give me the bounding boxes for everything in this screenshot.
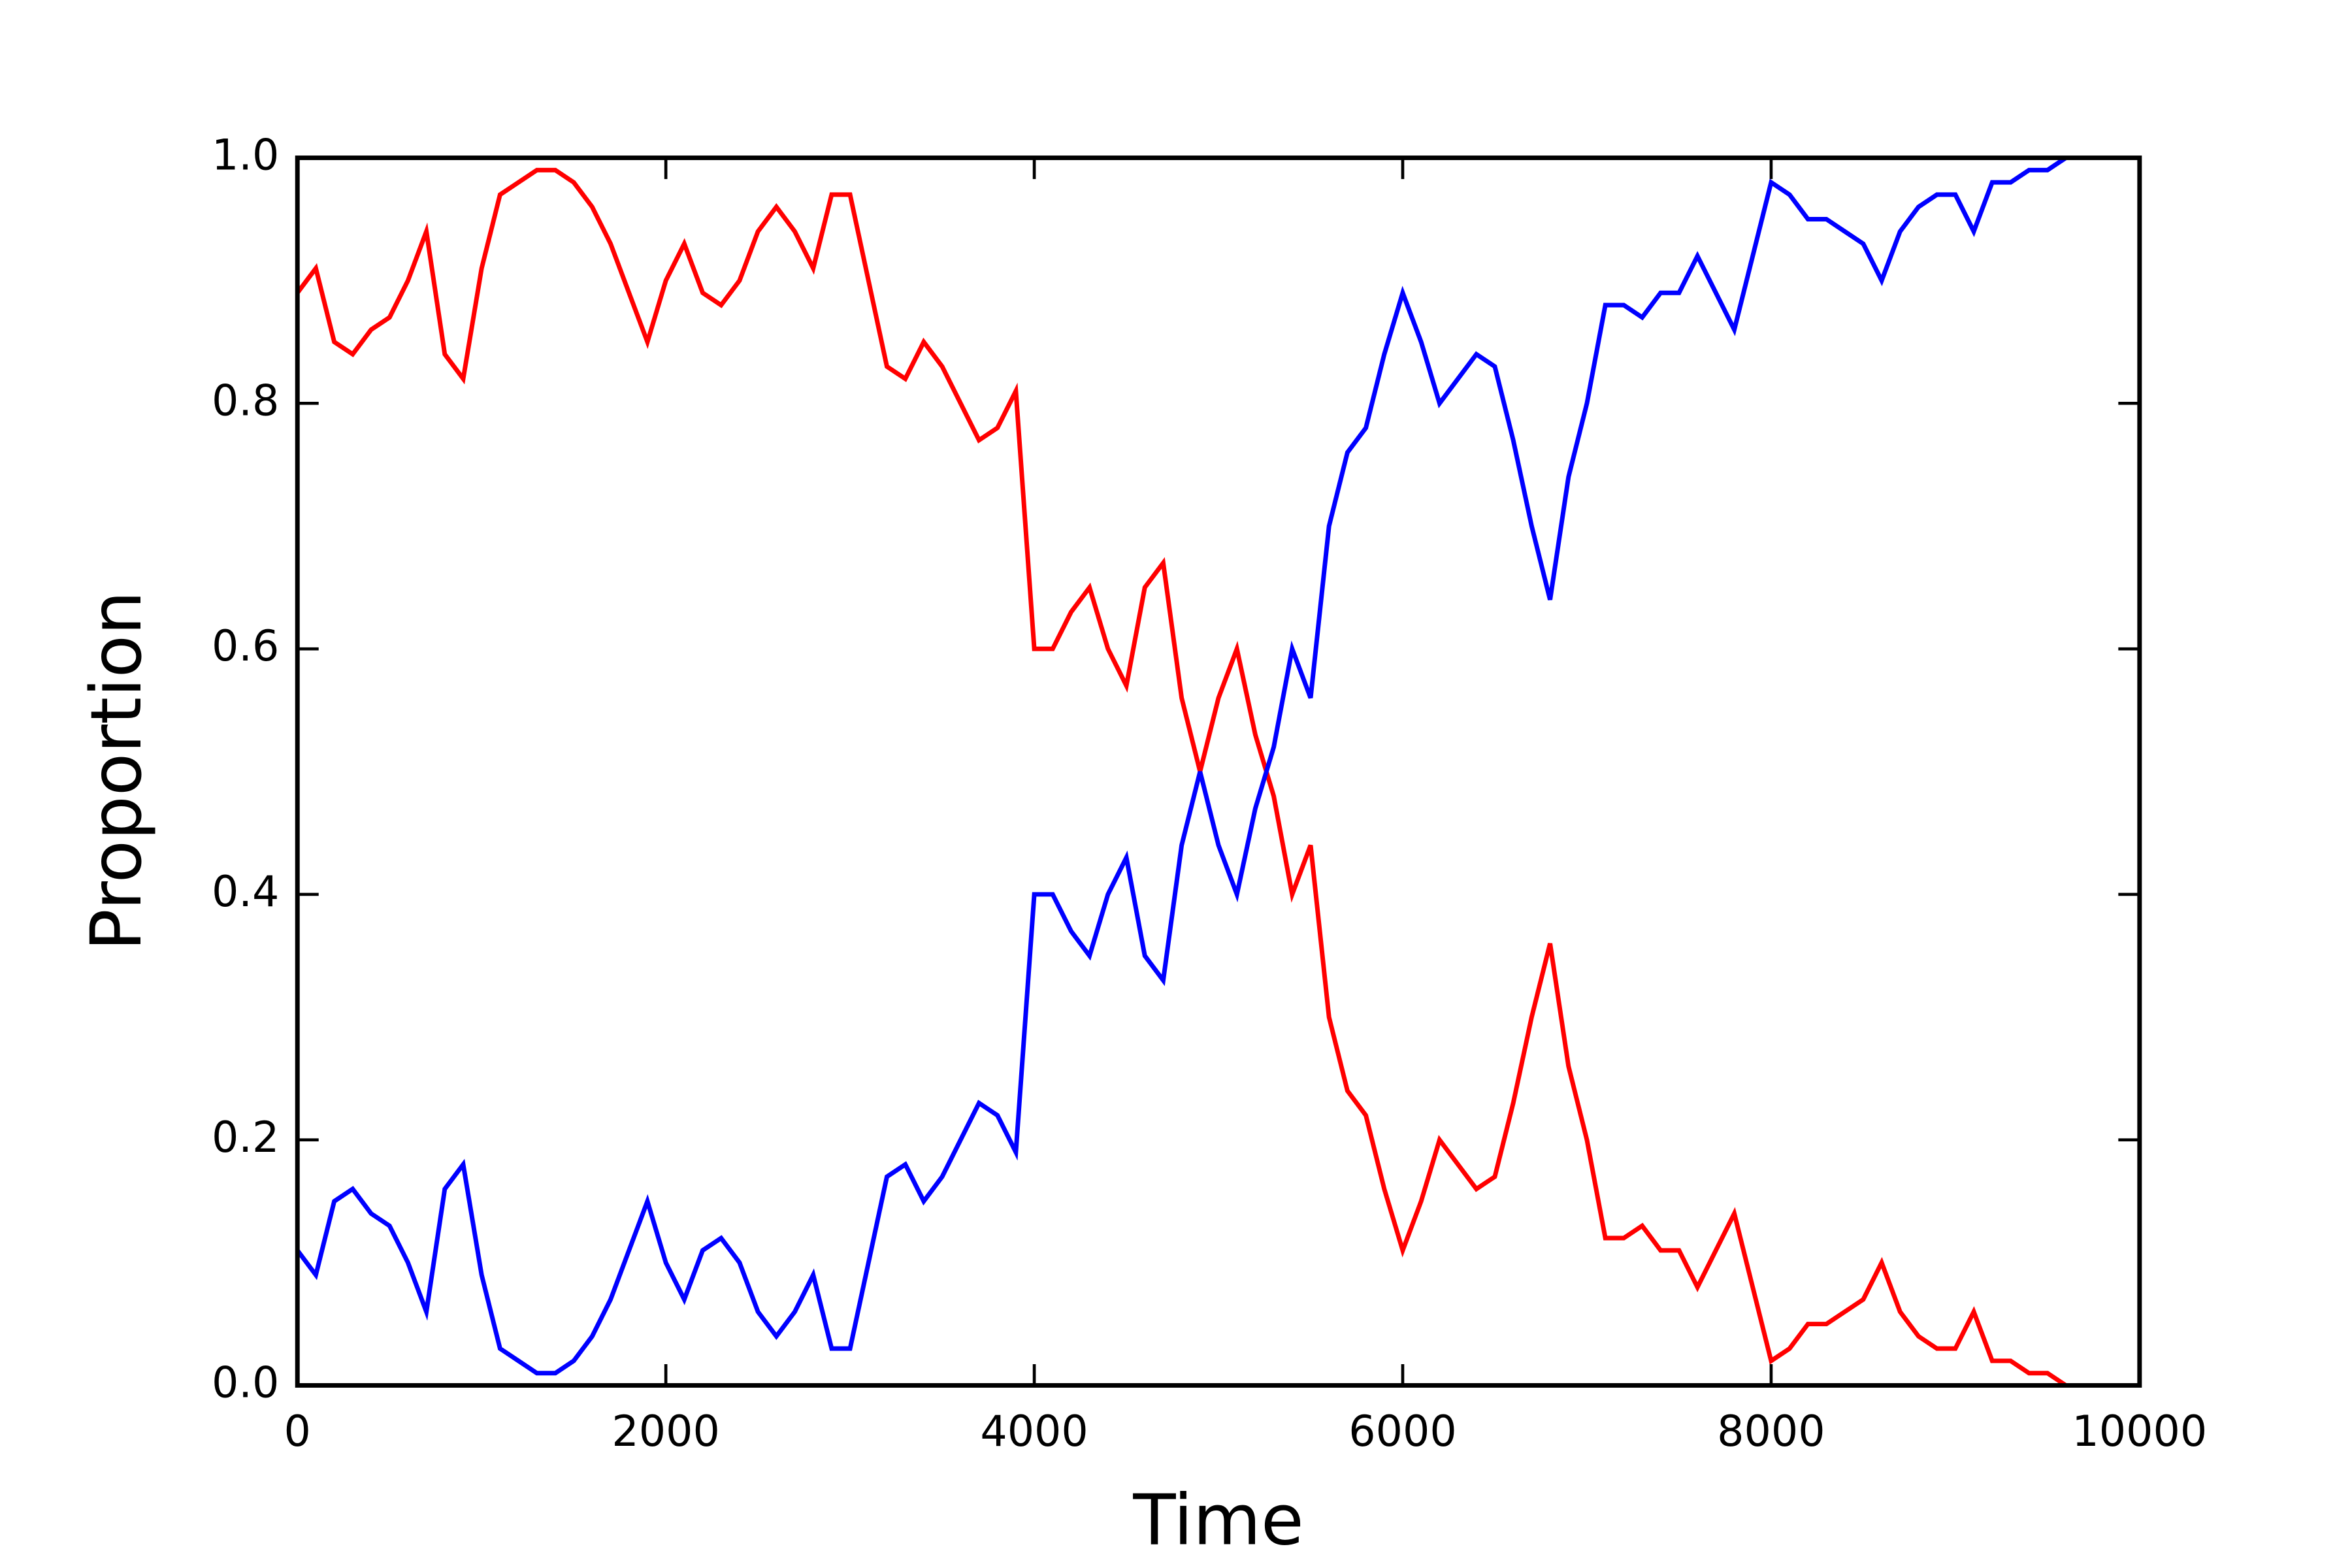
plot-frame — [295, 155, 2142, 1388]
y-axis-label: Proportion — [76, 591, 157, 951]
y-tick-label: 0.6 — [212, 622, 279, 671]
x-tick-label: 4000 — [980, 1407, 1088, 1456]
y-tick-label: 1.0 — [212, 131, 279, 180]
x-tick-label: 6000 — [1348, 1407, 1456, 1456]
x-tick-label: 0 — [284, 1407, 311, 1456]
y-tick-label: 0.8 — [212, 376, 279, 425]
y-tick-label: 0.2 — [212, 1113, 279, 1162]
x-axis-label: Time — [1132, 1480, 1303, 1561]
y-tick-label: 0.4 — [212, 868, 279, 917]
data-line — [295, 155, 2067, 1376]
data-line — [295, 167, 2067, 1388]
x-tick-label: 2000 — [612, 1407, 719, 1456]
x-tick-label: 10000 — [2072, 1407, 2207, 1456]
y-tick-label: 0.0 — [212, 1359, 279, 1408]
x-tick-label: 8000 — [1717, 1407, 1825, 1456]
